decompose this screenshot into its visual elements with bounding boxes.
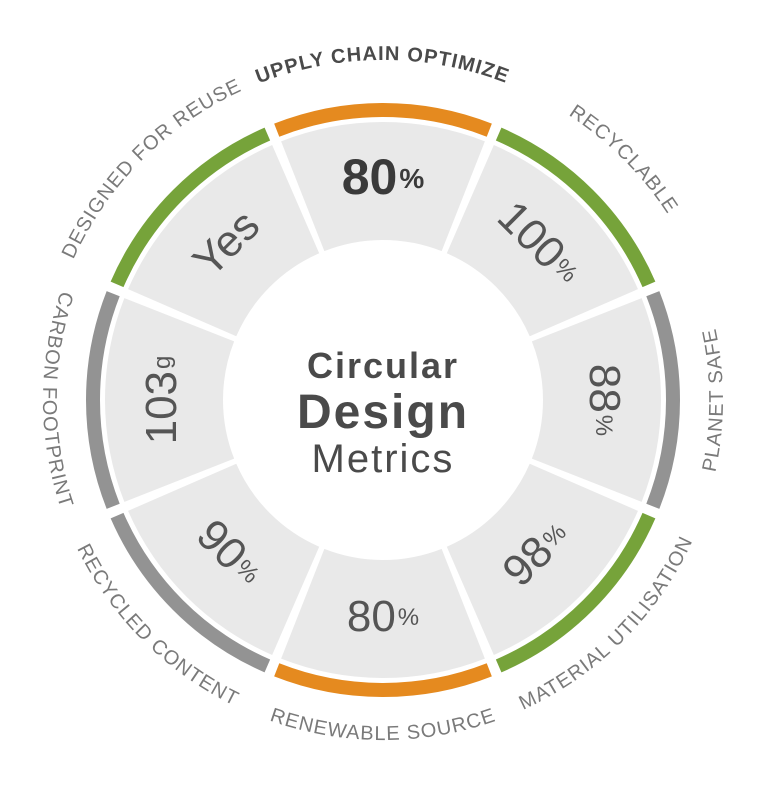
center-line1: Circular bbox=[307, 345, 459, 386]
label-recyclable: RECYCLABLE bbox=[565, 101, 682, 218]
center-title-group: Circular Design Metrics bbox=[297, 345, 469, 481]
label-planet-safe: PLANET SAFE bbox=[699, 326, 729, 473]
label-supply-chain: SUPPLY CHAIN OPTIMIZED bbox=[0, 0, 512, 88]
center-line2: Design bbox=[297, 386, 469, 439]
label-carbon-footprint: CARBON FOOTPRINT bbox=[38, 289, 77, 511]
circular-metrics-chart: SUPPLY CHAIN OPTIMIZED RECYCLABLE PLANET S… bbox=[0, 0, 767, 795]
label-renewable-source: RENEWABLE SOURCE bbox=[268, 704, 499, 745]
center-line3: Metrics bbox=[312, 437, 455, 481]
